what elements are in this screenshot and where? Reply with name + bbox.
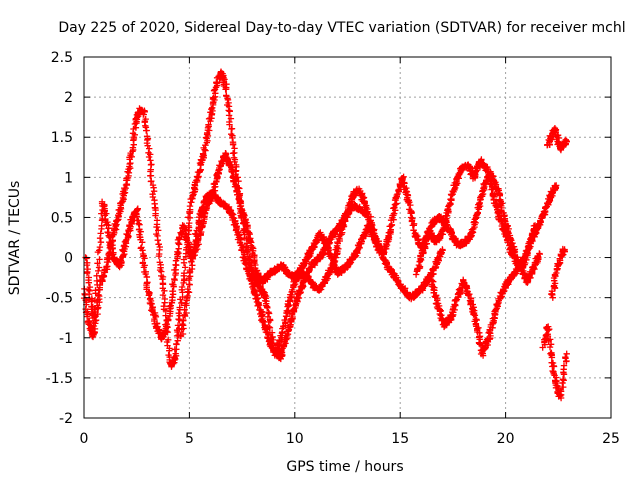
- y-tick-label: 0.5: [51, 210, 73, 226]
- series-H-markers: [548, 245, 568, 301]
- x-tick-label: 0: [80, 431, 89, 447]
- x-tick-label: 5: [185, 431, 194, 447]
- x-axis-label: GPS time / hours: [286, 459, 403, 475]
- y-tick-label: 2: [64, 90, 73, 106]
- y-tick-label: -2: [59, 411, 73, 427]
- y-tick-label: -1: [59, 331, 73, 347]
- axis-ticks: 0 5 10 15 20 25 -2 -1.5 -1 -0.5 0 0.5 1 1.5 2 2.5: [46, 50, 620, 447]
- x-tick-label: 10: [286, 431, 304, 447]
- series-E-markers: [428, 250, 543, 359]
- y-tick-label: 1: [64, 170, 73, 186]
- y-tick-label: 2.5: [51, 50, 73, 66]
- series-F-markers: [544, 125, 570, 154]
- plot-frame: [83, 56, 612, 419]
- y-tick-label: 1.5: [51, 130, 73, 146]
- series-D-markers: [412, 156, 560, 278]
- y-tick-label: -0.5: [46, 291, 73, 307]
- x-tick-label: 15: [391, 431, 409, 447]
- x-tick-label: 25: [602, 431, 620, 447]
- series-G-markers: [539, 323, 570, 402]
- x-tick-label: 20: [497, 431, 515, 447]
- chart-title: Day 225 of 2020, Sidereal Day-to-day VTE…: [58, 20, 625, 36]
- y-tick-label: 0: [64, 251, 73, 267]
- y-tick-label: -1.5: [46, 371, 73, 387]
- y-axis-label: SDTVAR / TECUs: [7, 181, 23, 296]
